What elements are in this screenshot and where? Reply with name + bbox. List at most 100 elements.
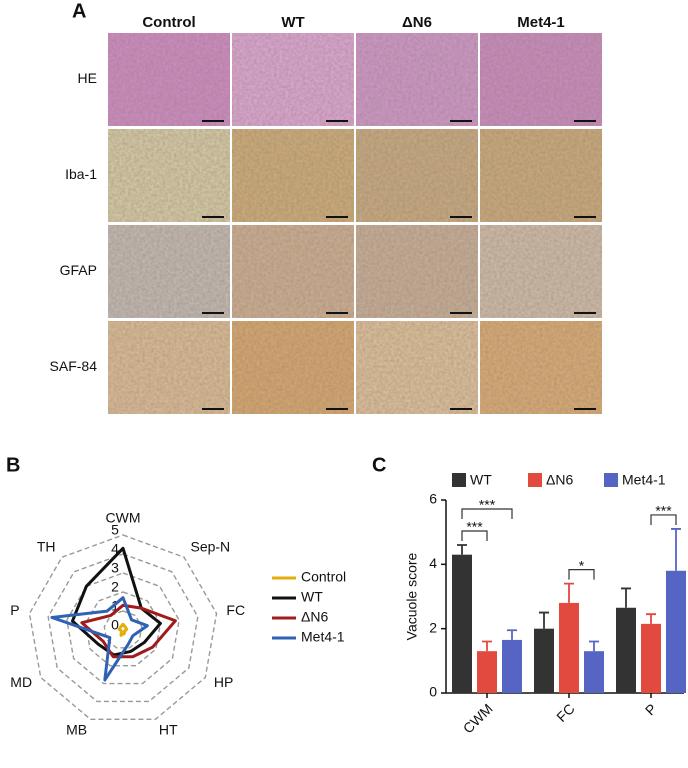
micrograph-texture [108,33,230,126]
axis-label: HT [159,721,178,737]
error-bar [621,587,631,608]
scale-bar [450,408,472,410]
scale-bar [574,120,596,122]
micrograph-texture [356,129,478,222]
bar [477,651,497,693]
bar [641,623,661,693]
column-header: WT [281,14,304,31]
micrograph-texture [232,321,354,414]
y-tick-label: 4 [429,555,437,571]
micrograph-texture [108,129,230,222]
bar [559,602,579,693]
scale-bar [326,120,348,122]
scale-bar [202,120,224,122]
bar [534,628,554,693]
radial-tick-label: 2 [111,579,119,595]
panel-label: C [372,454,386,476]
micrograph-texture [232,225,354,318]
axis-label: FC [226,602,245,618]
bar [452,554,472,693]
significance-label: *** [479,497,496,513]
scale-bar [450,216,472,218]
axis-label: Sep-N [190,539,230,555]
bar [616,607,636,693]
axis-label: P [10,602,19,618]
micrograph-texture [480,33,602,126]
micrograph-texture [108,225,230,318]
radial-tick-label: 5 [111,522,119,538]
error-bar [564,582,574,603]
bar [502,639,522,693]
scale-bar [450,120,472,122]
axis-label: CWM [106,510,141,526]
error-bar [457,544,467,555]
scale-bar [574,216,596,218]
legend-label: WT [301,589,323,605]
scale-bar [574,408,596,410]
column-header: Met4-1 [517,14,565,31]
radar-ring [28,534,218,720]
panel-label: A [72,0,86,22]
significance-bracket [461,530,488,542]
y-axis-label: Vacuole score [404,552,420,640]
micrograph-texture [480,129,602,222]
significance-bracket [461,508,513,520]
column-header: Control [142,14,195,31]
y-tick-label: 2 [429,619,437,635]
micrograph-texture [480,321,602,414]
micrograph-texture [232,33,354,126]
axis-label: MD [10,674,32,690]
radar-line [117,622,129,637]
scale-bar [450,312,472,314]
legend-label: Met4-1 [301,629,345,645]
axis-label: TH [37,539,56,555]
y-tick-label: 6 [429,491,437,507]
scale-bar [202,216,224,218]
scale-bar [202,312,224,314]
micrograph-texture [356,225,478,318]
scale-bar [202,408,224,410]
error-bar [589,640,599,652]
legend-label: ΔN6 [301,609,328,625]
panel-label: B [6,454,20,476]
error-bar [482,640,492,652]
significance-bracket [568,569,595,580]
radar-line [50,596,149,682]
row-label: SAF-84 [50,358,98,374]
legend-swatch [452,473,466,487]
bar [666,570,686,693]
significance-label: *** [466,519,483,535]
error-bar [507,629,517,640]
micrograph-texture [108,321,230,414]
scale-bar [326,408,348,410]
legend-swatch [528,473,542,487]
radar-ring [47,553,199,703]
row-label: GFAP [60,262,97,278]
x-tick-label: P [642,700,660,718]
error-bar [646,613,656,624]
error-bar [671,528,681,571]
legend-swatch [604,473,618,487]
significance-label: *** [655,503,672,519]
legend-label: ΔN6 [546,472,573,488]
legend-label: WT [470,472,492,488]
micrograph-texture [232,129,354,222]
scale-bar [574,312,596,314]
radial-tick-label: 4 [111,541,119,557]
x-tick-label: CWM [460,700,496,736]
micrograph-texture [356,33,478,126]
axis-label: MB [66,721,87,737]
axis-label: HP [214,674,233,690]
micrograph-texture [480,225,602,318]
error-bar [539,611,549,629]
micrograph-texture [356,321,478,414]
x-tick-label: FC [553,700,578,725]
radial-tick-label: 0 [111,617,119,633]
scale-bar [326,312,348,314]
row-label: Iba-1 [65,166,97,182]
significance-bracket [650,514,677,525]
scale-bar [326,216,348,218]
significance-label: * [579,557,585,573]
